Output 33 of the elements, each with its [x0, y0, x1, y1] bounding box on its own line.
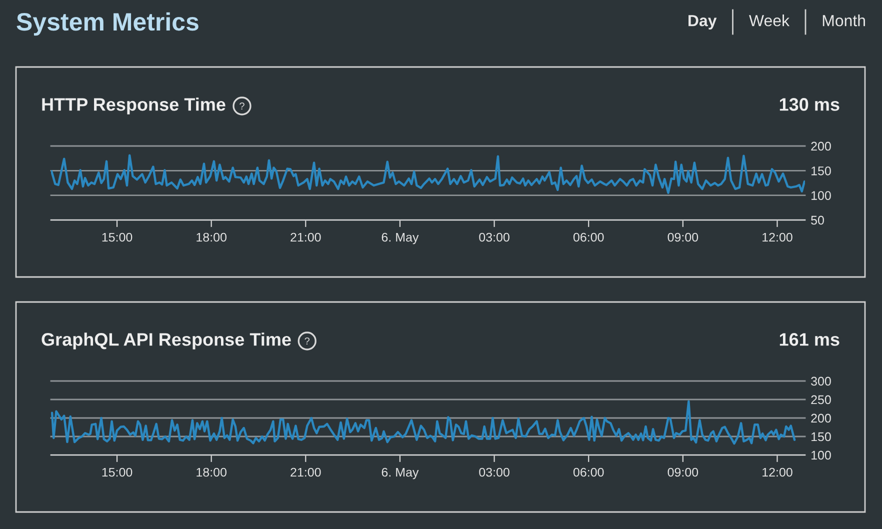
chart-title: GraphQL API Response Time	[42, 332, 291, 350]
text: Month	[822, 14, 865, 26]
y-tick-label: 150	[812, 166, 831, 176]
text: Week	[749, 14, 790, 26]
chart-title: HTTP Response Time	[42, 98, 226, 114]
x-tick-label: 12:00	[762, 232, 792, 242]
y-tick-label: 100	[812, 191, 831, 200]
chart-subtitle: 130 ms	[780, 98, 840, 111]
x-tick-label: 15:00	[102, 468, 132, 477]
y-tick-label: 50	[811, 216, 824, 225]
x-tick-label: 12:00	[762, 468, 792, 477]
x-tick-label: 18:00	[196, 232, 226, 242]
y-tick-label: 200	[811, 414, 831, 423]
x-tick-label: 03:00	[479, 468, 510, 477]
y-tick-label: 150	[812, 432, 831, 442]
x-tick-label: 21:00	[290, 232, 321, 242]
y-tick-label: 100	[812, 450, 831, 460]
x-tick-label: 09:00	[668, 232, 698, 242]
chart-subtitle: 161 ms	[780, 333, 840, 346]
x-tick-label: 03:00	[479, 232, 510, 242]
text: Day	[688, 15, 717, 30]
text: System Metrics	[16, 12, 198, 36]
y-tick-label: 200	[811, 142, 831, 151]
y-tick-label: 250	[811, 395, 831, 404]
x-tick-label: 06:00	[573, 232, 604, 242]
x-tick-label: 06:00	[573, 468, 604, 477]
x-tick-label: 15:00	[102, 232, 132, 242]
y-tick-label: 300	[811, 376, 831, 386]
x-tick-label: 09:00	[668, 468, 698, 477]
x-tick-label: 6. May	[382, 232, 419, 244]
x-tick-label: 6. May	[382, 468, 419, 480]
x-tick-label: 18:00	[196, 468, 226, 477]
x-tick-label: 21:00	[290, 468, 321, 477]
